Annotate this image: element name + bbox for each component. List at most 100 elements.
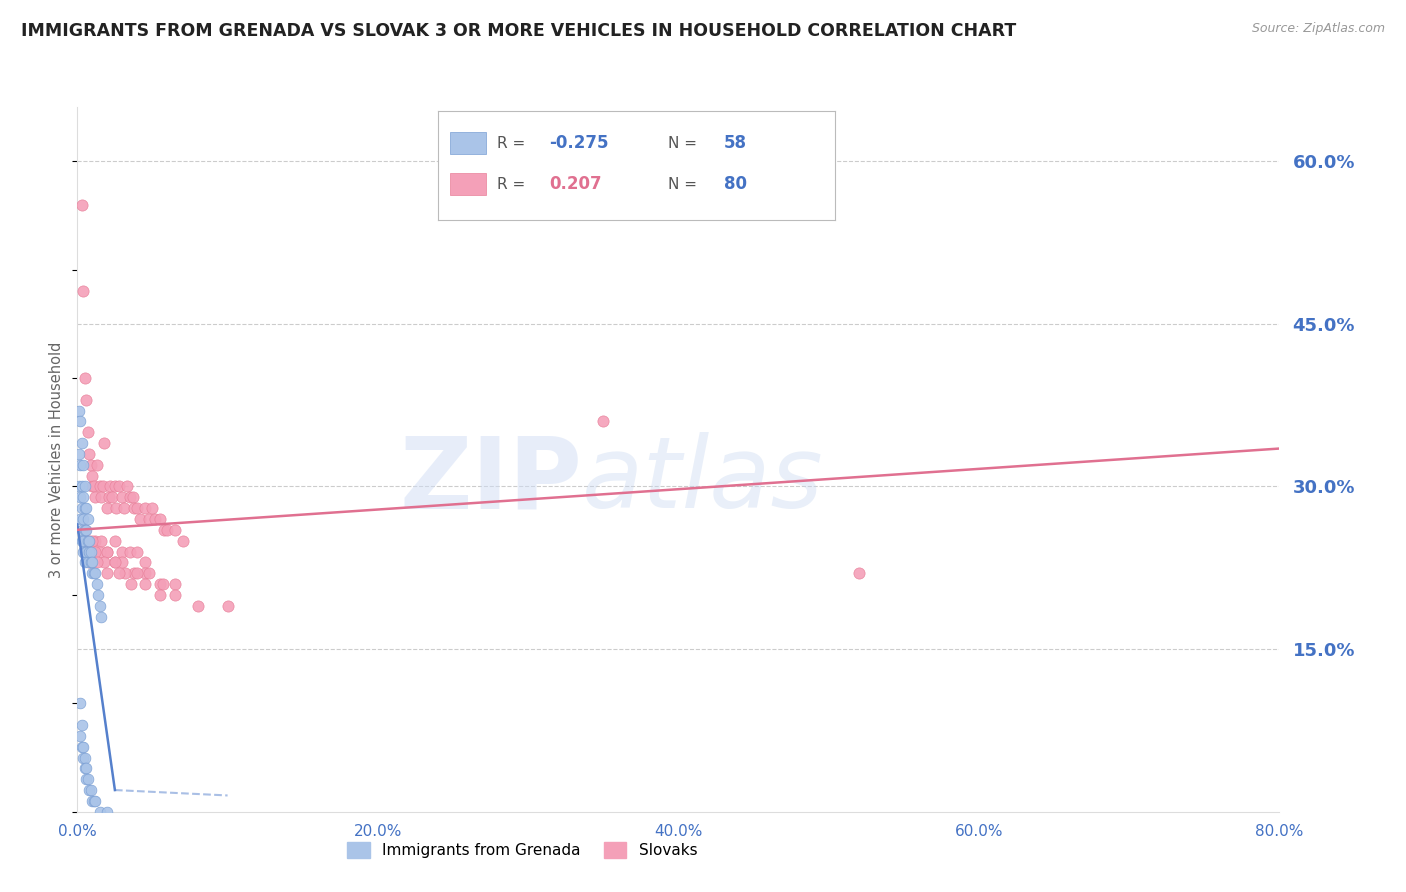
Point xyxy=(100,479,122,493)
Point xyxy=(80,458,103,472)
Point xyxy=(82,566,104,581)
Point xyxy=(91,479,114,493)
Point xyxy=(153,523,176,537)
Point xyxy=(72,512,94,526)
Point xyxy=(67,447,90,461)
Text: Source: ZipAtlas.com: Source: ZipAtlas.com xyxy=(1251,22,1385,36)
Point xyxy=(70,739,93,754)
Point xyxy=(134,555,156,569)
Point xyxy=(84,794,107,808)
Point xyxy=(80,555,103,569)
Point xyxy=(82,468,104,483)
Point xyxy=(73,501,96,516)
Point xyxy=(79,447,101,461)
Point xyxy=(67,403,90,417)
Point xyxy=(118,544,141,558)
Text: IMMIGRANTS FROM GRENADA VS SLOVAK 3 OR MORE VEHICLES IN HOUSEHOLD CORRELATION CH: IMMIGRANTS FROM GRENADA VS SLOVAK 3 OR M… xyxy=(21,22,1017,40)
Point xyxy=(84,544,107,558)
Point xyxy=(72,491,94,505)
Point xyxy=(69,458,91,472)
Point xyxy=(118,491,141,505)
Point xyxy=(73,523,96,537)
Point xyxy=(111,491,134,505)
Point xyxy=(120,577,142,591)
Point xyxy=(114,566,136,581)
Point xyxy=(86,555,108,569)
Point xyxy=(90,491,112,505)
Point xyxy=(84,566,107,581)
Point xyxy=(87,588,110,602)
Point xyxy=(90,533,112,548)
Point xyxy=(127,501,149,516)
Point xyxy=(89,599,111,613)
Point xyxy=(848,566,870,581)
Point xyxy=(83,794,105,808)
Point xyxy=(80,783,103,797)
Point xyxy=(80,544,103,558)
Point xyxy=(84,491,107,505)
Point xyxy=(97,491,120,505)
Point xyxy=(73,544,96,558)
Point xyxy=(104,479,127,493)
Point xyxy=(101,491,124,505)
Point xyxy=(89,805,111,819)
Point xyxy=(104,533,127,548)
Text: atlas: atlas xyxy=(582,432,824,529)
Point xyxy=(104,555,127,569)
Point xyxy=(84,533,107,548)
Point xyxy=(104,555,127,569)
Point xyxy=(134,566,156,581)
Point xyxy=(75,544,97,558)
Point xyxy=(108,479,131,493)
Point xyxy=(75,523,97,537)
Point xyxy=(69,491,91,505)
Point xyxy=(134,577,156,591)
Point xyxy=(70,501,93,516)
Point xyxy=(96,566,118,581)
Point xyxy=(69,414,91,428)
Point xyxy=(79,533,101,548)
Point xyxy=(217,599,239,613)
Point xyxy=(83,479,105,493)
Point xyxy=(79,555,101,569)
Point xyxy=(75,772,97,787)
Point xyxy=(79,544,101,558)
Point xyxy=(127,544,149,558)
Point xyxy=(112,501,135,516)
Point xyxy=(115,479,138,493)
Point xyxy=(82,479,104,493)
Point xyxy=(70,436,93,450)
Point xyxy=(122,491,145,505)
Point xyxy=(134,501,156,516)
Point xyxy=(90,609,112,624)
Point xyxy=(76,772,98,787)
Point xyxy=(73,761,96,775)
Text: ZIP: ZIP xyxy=(399,432,582,529)
Point xyxy=(72,739,94,754)
Point xyxy=(96,544,118,558)
Point xyxy=(93,555,115,569)
Y-axis label: 3 or more Vehicles in Household: 3 or more Vehicles in Household xyxy=(49,342,65,577)
Point xyxy=(72,285,94,299)
Point xyxy=(70,533,93,548)
Point xyxy=(96,544,118,558)
Point xyxy=(69,729,91,743)
Point xyxy=(138,566,160,581)
Point xyxy=(105,501,128,516)
Point xyxy=(145,512,167,526)
Point xyxy=(141,501,163,516)
Point xyxy=(72,750,94,764)
Point xyxy=(127,566,149,581)
Point xyxy=(156,523,179,537)
Point xyxy=(76,555,98,569)
Point xyxy=(75,392,97,407)
Point xyxy=(152,577,174,591)
Point xyxy=(83,566,105,581)
Point xyxy=(73,371,96,385)
Point xyxy=(72,544,94,558)
Point xyxy=(124,501,146,516)
Point xyxy=(129,512,152,526)
Point xyxy=(79,783,101,797)
Point xyxy=(75,761,97,775)
Point xyxy=(73,555,96,569)
